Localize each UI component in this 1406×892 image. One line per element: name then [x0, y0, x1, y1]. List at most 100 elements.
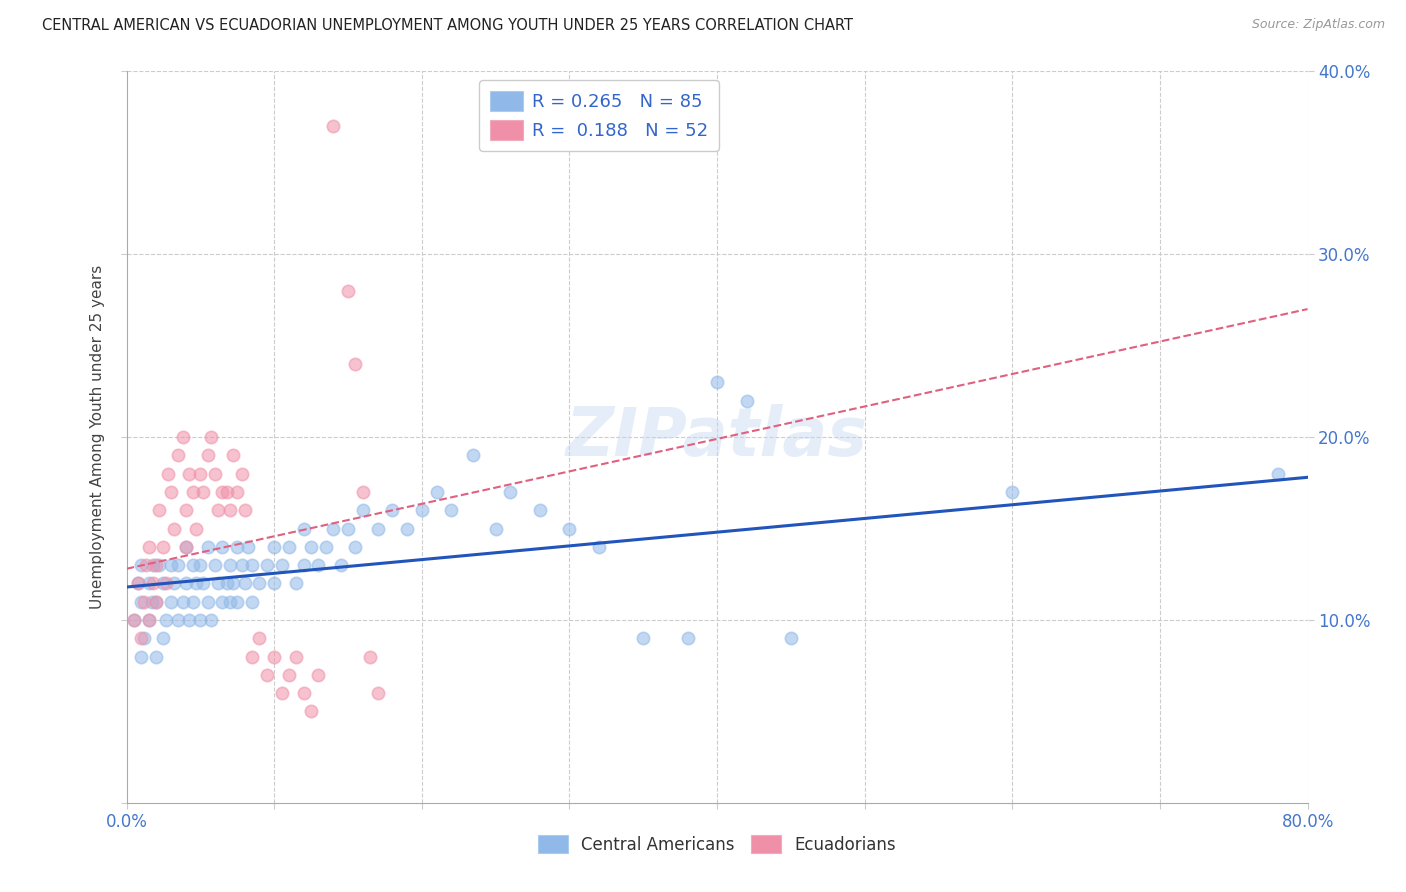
Point — [167, 613, 190, 627]
Point — [188, 613, 212, 627]
Point — [163, 521, 186, 535]
Point — [129, 649, 153, 664]
Point — [411, 503, 433, 517]
Point — [207, 503, 229, 517]
Point — [138, 540, 160, 554]
Point — [292, 686, 315, 700]
Point — [226, 594, 249, 608]
Point — [188, 467, 212, 481]
Point — [249, 576, 271, 591]
Point — [240, 594, 263, 608]
Point — [193, 576, 215, 591]
Point — [344, 540, 367, 554]
Point — [145, 594, 167, 608]
Point — [167, 558, 190, 573]
Point — [197, 540, 219, 554]
Point — [215, 576, 238, 591]
Point — [285, 649, 308, 664]
Legend: Central Americans, Ecuadorians: Central Americans, Ecuadorians — [531, 829, 903, 860]
Point — [285, 576, 308, 591]
Point — [184, 521, 207, 535]
Point — [322, 120, 344, 134]
Point — [381, 503, 404, 517]
Point — [278, 667, 301, 681]
Point — [484, 521, 508, 535]
Point — [129, 558, 153, 573]
Point — [299, 540, 322, 554]
Point — [292, 521, 315, 535]
Point — [142, 558, 165, 573]
Point — [344, 357, 367, 371]
Point — [359, 649, 381, 664]
Point — [222, 576, 245, 591]
Point — [174, 540, 197, 554]
Point — [396, 521, 419, 535]
Point — [499, 485, 522, 500]
Point — [127, 576, 149, 591]
Point — [197, 594, 219, 608]
Point — [211, 485, 233, 500]
Point — [337, 284, 360, 298]
Point — [160, 485, 183, 500]
Point — [236, 540, 259, 554]
Point — [174, 503, 197, 517]
Point — [138, 613, 160, 627]
Point — [160, 558, 183, 573]
Point — [184, 576, 207, 591]
Point — [129, 594, 153, 608]
Point — [181, 485, 204, 500]
Point — [181, 558, 204, 573]
Point — [211, 594, 233, 608]
Point — [172, 594, 194, 608]
Point — [135, 558, 157, 573]
Point — [215, 485, 238, 500]
Point — [226, 485, 249, 500]
Point — [174, 540, 197, 554]
Point — [207, 576, 229, 591]
Point — [226, 540, 249, 554]
Point — [142, 576, 165, 591]
Point — [148, 503, 170, 517]
Point — [155, 613, 177, 627]
Point — [633, 632, 655, 646]
Point — [367, 521, 389, 535]
Point — [270, 686, 292, 700]
Point — [211, 540, 233, 554]
Point — [152, 576, 174, 591]
Point — [177, 613, 200, 627]
Point — [193, 485, 215, 500]
Point — [233, 576, 256, 591]
Point — [122, 613, 145, 627]
Point — [167, 448, 190, 462]
Point — [329, 558, 352, 573]
Point — [463, 448, 485, 462]
Point — [299, 705, 322, 719]
Text: CENTRAL AMERICAN VS ECUADORIAN UNEMPLOYMENT AMONG YOUTH UNDER 25 YEARS CORRELATI: CENTRAL AMERICAN VS ECUADORIAN UNEMPLOYM… — [42, 18, 853, 33]
Point — [308, 558, 330, 573]
Point — [231, 467, 253, 481]
Point — [134, 632, 156, 646]
Point — [181, 594, 204, 608]
Point — [1001, 485, 1024, 500]
Point — [256, 558, 278, 573]
Point — [735, 393, 758, 408]
Point — [263, 576, 285, 591]
Point — [156, 467, 179, 481]
Point — [219, 558, 242, 573]
Point — [308, 667, 330, 681]
Point — [152, 632, 174, 646]
Point — [233, 503, 256, 517]
Point — [200, 430, 222, 444]
Point — [138, 613, 160, 627]
Point — [145, 558, 167, 573]
Point — [292, 558, 315, 573]
Point — [152, 540, 174, 554]
Point — [141, 594, 163, 608]
Point — [249, 632, 271, 646]
Point — [219, 503, 242, 517]
Text: ZIPatlas: ZIPatlas — [567, 404, 868, 470]
Point — [172, 430, 194, 444]
Point — [706, 375, 728, 389]
Point — [197, 448, 219, 462]
Point — [315, 540, 337, 554]
